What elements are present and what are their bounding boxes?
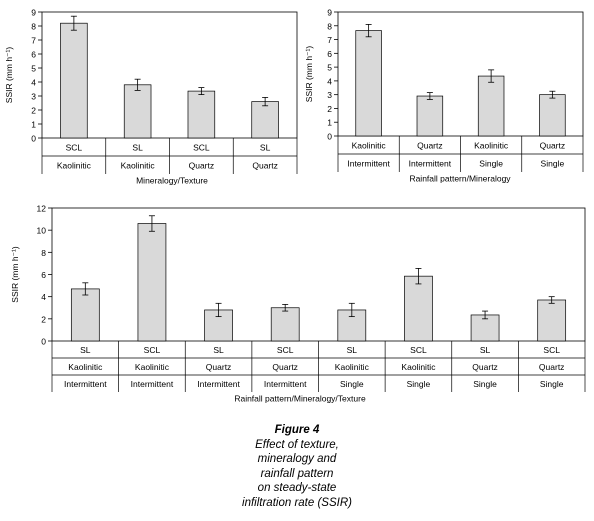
- bar: [137, 223, 167, 342]
- y-tick-label: 5: [327, 63, 332, 73]
- x-category-label: Quartz: [272, 362, 298, 372]
- bar: [416, 95, 444, 137]
- y-axis-label: SSIR (mm h⁻¹): [10, 246, 20, 303]
- x-category-label: Intermittent: [64, 379, 107, 389]
- caption-line: Effect of texture,: [255, 438, 339, 451]
- x-category-label: SL: [480, 345, 491, 355]
- y-tick-label: 2: [327, 104, 332, 114]
- y-tick-label: 3: [31, 92, 36, 102]
- y-tick-label: 2: [41, 314, 46, 324]
- y-tick-label: 6: [31, 50, 36, 60]
- x-category-label: Intermittent: [264, 379, 307, 389]
- x-category-label: SL: [80, 345, 91, 355]
- x-category-label: Intermittent: [131, 379, 174, 389]
- y-tick-label: 6: [41, 270, 46, 280]
- x-category-label: Single: [407, 379, 431, 389]
- x-category-label: Quartz: [206, 362, 232, 372]
- bar: [470, 314, 500, 342]
- y-tick-label: 4: [327, 76, 332, 86]
- x-category-label: Single: [540, 379, 564, 389]
- y-tick-label: 2: [31, 106, 36, 116]
- caption-line: rainfall pattern: [260, 467, 334, 480]
- x-category-label: Quartz: [472, 362, 498, 372]
- y-tick-label: 4: [41, 292, 46, 302]
- y-tick-label: 4: [31, 78, 36, 88]
- x-category-label: Kaolinitic: [121, 161, 156, 171]
- x-category-label: Kaolinitic: [57, 161, 92, 171]
- y-tick-label: 7: [31, 36, 36, 46]
- y-tick-label: 12: [37, 204, 47, 214]
- x-category-label: Quartz: [540, 141, 566, 151]
- x-category-label: SCL: [66, 143, 83, 153]
- caption-line: on steady-state: [257, 482, 337, 494]
- x-category-label: Single: [473, 379, 497, 389]
- x-category-label: Single: [541, 159, 565, 169]
- figure-caption: Figure 4 Effect of texture, mineralogy a…: [0, 423, 594, 510]
- x-category-label: Kaolinitic: [68, 362, 103, 372]
- x-category-label: SL: [260, 143, 271, 153]
- y-tick-label: 0: [31, 134, 36, 144]
- x-category-label: SL: [213, 345, 224, 355]
- x-category-label: Kaolinitic: [335, 362, 370, 372]
- x-category-label: Single: [479, 159, 503, 169]
- y-tick-label: 8: [327, 21, 332, 31]
- y-tick-label: 0: [41, 337, 46, 347]
- x-category-label: Quartz: [417, 141, 443, 151]
- x-category-label: Kaolinitic: [352, 141, 387, 151]
- x-category-label: Kaolinitic: [135, 362, 170, 372]
- x-category-label: Quartz: [252, 161, 278, 171]
- x-axis-label: Rainfall pattern/Mineralogy: [409, 174, 511, 184]
- x-category-label: Intermittent: [197, 379, 240, 389]
- x-category-label: Quartz: [539, 362, 565, 372]
- caption-line: infiltration rate (SSIR): [242, 496, 352, 509]
- x-category-label: Quartz: [189, 161, 215, 171]
- bar: [270, 307, 300, 342]
- x-category-label: SL: [347, 345, 358, 355]
- bar: [404, 275, 433, 342]
- y-tick-label: 1: [327, 118, 332, 128]
- x-category-label: SCL: [193, 143, 210, 153]
- bar: [70, 288, 100, 342]
- x-axis-label: Mineralogy/Texture: [136, 176, 208, 186]
- bar: [539, 94, 566, 137]
- x-axis-label: Rainfall pattern/Mineralogy/Texture: [234, 394, 366, 404]
- caption-line: mineralogy and: [257, 453, 337, 465]
- figure-number: Figure 4: [274, 424, 320, 436]
- x-category-label: SL: [132, 143, 143, 153]
- bar: [60, 22, 88, 139]
- plot-frame: [51, 207, 586, 342]
- y-tick-label: 6: [327, 49, 332, 59]
- x-category-label: SCL: [543, 345, 560, 355]
- bar: [477, 75, 505, 137]
- x-category-label: Intermittent: [347, 159, 390, 169]
- y-tick-label: 8: [31, 22, 36, 32]
- x-category-label: SCL: [410, 345, 427, 355]
- y-axis-label: SSIR (mm h⁻¹): [304, 46, 314, 103]
- y-tick-label: 5: [31, 64, 36, 74]
- y-tick-label: 0: [327, 132, 332, 142]
- y-tick-label: 3: [327, 90, 332, 100]
- y-tick-label: 1: [31, 120, 36, 130]
- y-tick-label: 8: [41, 248, 46, 258]
- x-category-label: SCL: [277, 345, 294, 355]
- y-tick-label: 9: [31, 8, 36, 18]
- x-category-label: Single: [340, 379, 364, 389]
- y-tick-label: 9: [327, 8, 332, 18]
- bar: [355, 30, 382, 137]
- y-axis-label: SSIR (mm h⁻¹): [4, 47, 14, 104]
- x-category-label: Intermittent: [409, 159, 452, 169]
- y-tick-label: 10: [37, 226, 47, 236]
- x-category-label: Kaolinitic: [401, 362, 436, 372]
- x-category-label: SCL: [144, 345, 161, 355]
- bar: [537, 299, 567, 342]
- y-tick-label: 7: [327, 35, 332, 45]
- x-category-label: Kaolinitic: [474, 141, 509, 151]
